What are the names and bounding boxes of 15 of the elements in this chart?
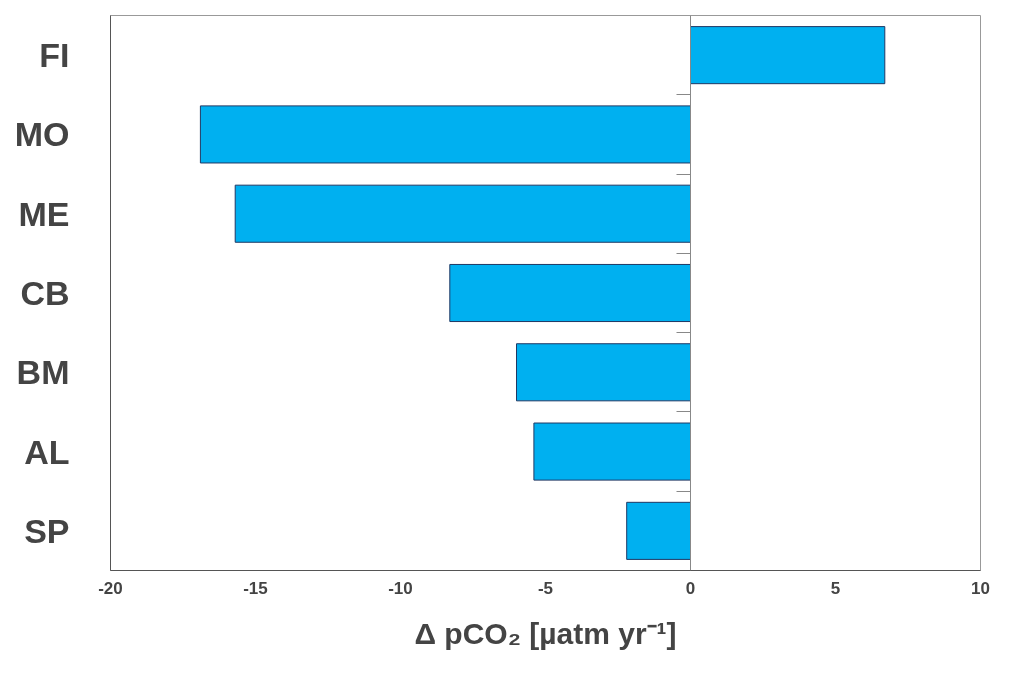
y-tick-label: ME (18, 194, 70, 233)
x-tick-label: -20 (98, 578, 123, 598)
x-tick-label: 0 (685, 578, 696, 598)
x-axis-title: Δ pCO₂ [µatm yr⁻¹] (414, 616, 677, 650)
y-tick-label: BM (16, 353, 70, 392)
y-tick-label: SP (24, 511, 70, 550)
x-tick-label: -15 (243, 578, 268, 598)
y-tick-label: MO (14, 115, 70, 154)
y-tick-label: AL (24, 432, 70, 471)
x-tick-label: -5 (537, 578, 554, 598)
x-tick-label: 10 (971, 578, 990, 598)
x-tick-label: 5 (830, 578, 841, 598)
x-tick-label: -10 (388, 578, 413, 598)
y-tick-label: FI (39, 36, 70, 75)
y-tick-label: CB (20, 274, 70, 312)
